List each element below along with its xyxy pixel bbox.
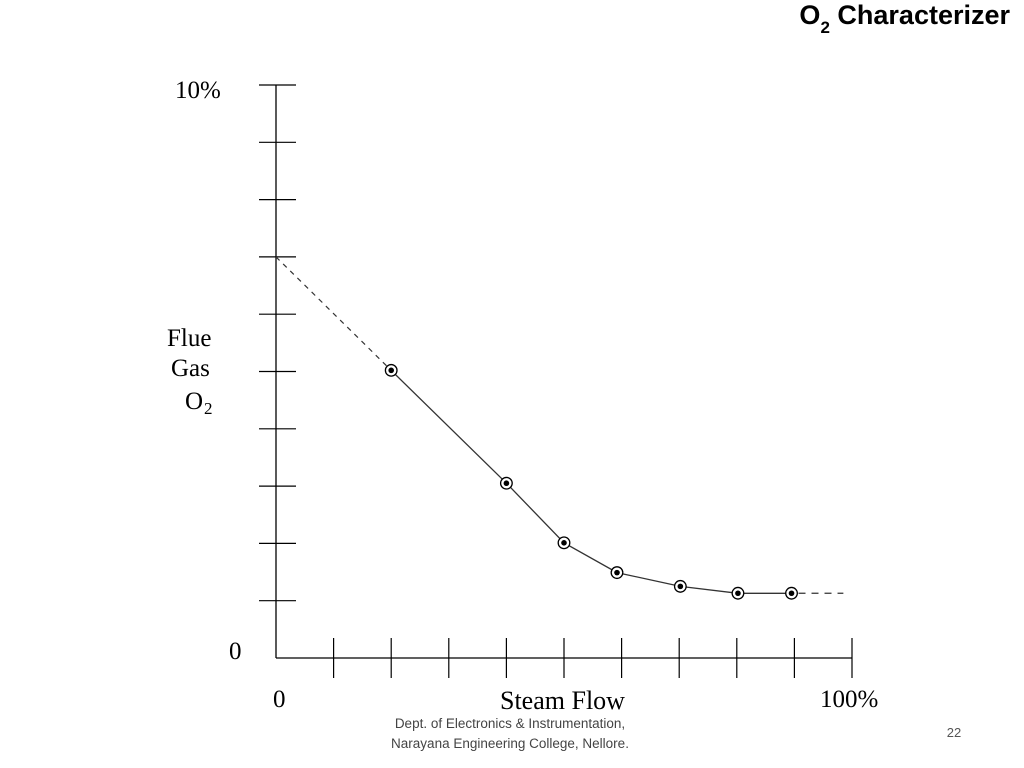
- footer-line-2: Narayana Engineering College, Nellore.: [391, 736, 629, 751]
- footer: Dept. of Electronics & Instrumentation, …: [330, 714, 690, 754]
- x-axis-label: Steam Flow: [500, 686, 625, 710]
- y-tick-label-top: 10%: [175, 77, 221, 104]
- y-axis-label-line3: O: [185, 388, 203, 415]
- data-point-dot-5: [735, 590, 741, 597]
- o2-characterizer-chart: 10% 0 0 100% Steam Flow Flue Gas O 2: [167, 77, 878, 710]
- slide-title: O2 Characterizer: [799, 0, 1010, 37]
- x-tick-label-zero: 0: [273, 686, 286, 710]
- extrapolation-start-dashed: [275, 256, 392, 371]
- data-point-dot-2: [561, 540, 567, 546]
- y-axis-label-line1: Flue: [167, 325, 211, 352]
- data-point-dot-6: [788, 590, 795, 597]
- x-tick-label-end: 100%: [820, 686, 878, 710]
- title-main: O: [799, 0, 821, 30]
- chart-ticks: [259, 84, 853, 678]
- y-axis-label-subscript: 2: [204, 399, 213, 418]
- series-line: [390, 369, 792, 594]
- footer-line-1: Dept. of Electronics & Instrumentation,: [394, 716, 626, 731]
- title-subscript: 2: [820, 18, 830, 37]
- page-number: 22: [946, 725, 962, 740]
- data-point-dot-4: [677, 583, 684, 590]
- data-point-dot-0: [388, 367, 395, 374]
- y-tick-label-zero: 0: [229, 638, 242, 665]
- chart-points: [384, 363, 798, 600]
- data-point-dot-3: [614, 569, 620, 576]
- title-rest: Characterizer: [829, 0, 1010, 30]
- y-axis-label-line2: Gas: [171, 355, 210, 382]
- chart-axes: [275, 85, 852, 659]
- data-point-dot-1: [503, 480, 510, 487]
